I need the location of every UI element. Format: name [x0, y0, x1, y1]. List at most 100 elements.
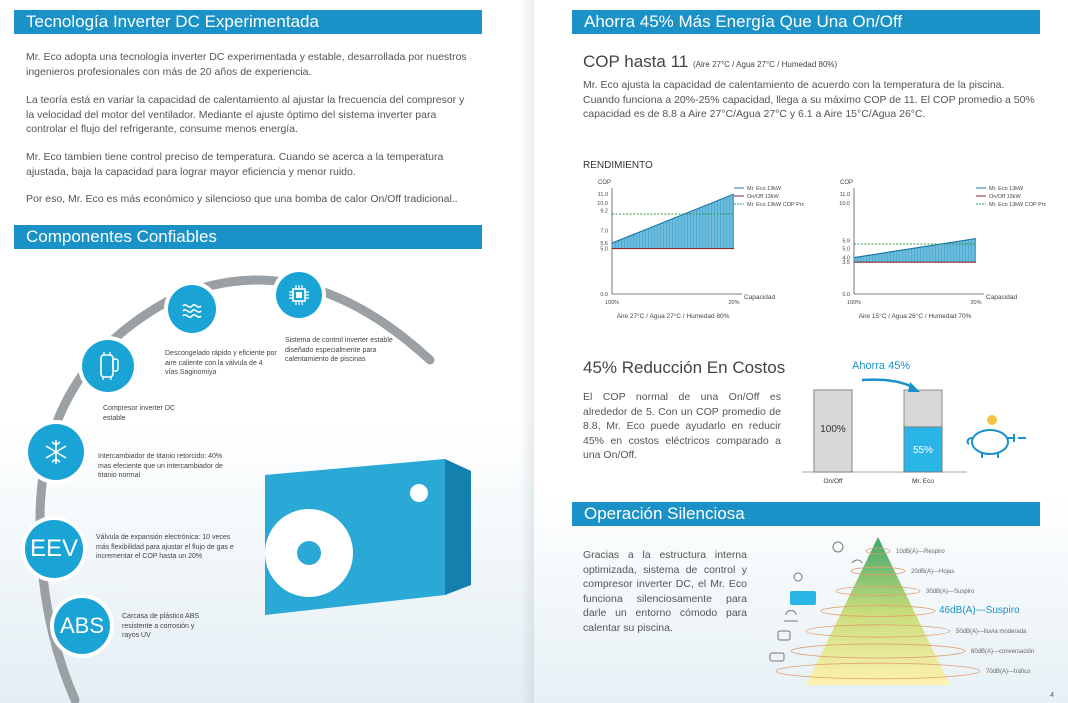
- fan-hub: [297, 541, 321, 565]
- noise-cone: 10dB(A)---Respiro 20dB(A)---Hojas 30dB(A)-…: [769, 537, 1034, 685]
- legend-label: On/Off 13kW: [747, 194, 779, 200]
- section-title-savings: Ahorra 45% Más Energía Que Una On/Off: [572, 10, 1040, 34]
- paragraph-3: Mr. Eco tambien tiene control preciso de…: [26, 151, 444, 178]
- y-tick-label: 9.2: [600, 208, 608, 214]
- y-axis-label: COP: [598, 180, 611, 186]
- noise-level-label: 30dB(A)---Suspiro: [926, 589, 975, 595]
- y-tick-label: 10.0: [597, 201, 608, 207]
- y-tick-label: 5.9: [842, 238, 850, 244]
- savings-area: [612, 194, 734, 249]
- legend-label: On/Off 13kW: [989, 194, 1021, 200]
- rain-icon: [784, 610, 798, 622]
- section-title-silent: Operación Silenciosa: [572, 502, 1040, 526]
- noise-level-label: 60dB(A)---conversación: [971, 649, 1034, 655]
- eev-circle: EEV: [25, 520, 83, 578]
- cop-title-conditions: (Aire 27°C / Agua 27°C / Humedad 80%): [692, 60, 838, 69]
- defrost-text: Descongelado rápido y eficiente por aire…: [165, 350, 277, 376]
- x-tick-label: 100%: [847, 300, 861, 306]
- chat-icon: [777, 630, 791, 641]
- x-tick-label: 20%: [728, 300, 739, 306]
- unit-side: [445, 459, 471, 595]
- noise-ring: [790, 643, 966, 659]
- noise-level-label: 70dB(A)---tráfico: [986, 669, 1031, 675]
- sigh-icon: [793, 572, 803, 582]
- silent-paragraph: Gracias a la estructura interna optimiza…: [583, 549, 747, 634]
- cop-paragraph: Mr. Eco ajusta la capacidad de calentami…: [583, 79, 1035, 120]
- compressor-circle: [82, 340, 134, 392]
- control-system-text: Sistema de control inverter estable dise…: [285, 337, 393, 363]
- bar-onoff: [813, 389, 853, 473]
- piggy-bank-icon: [966, 415, 1026, 458]
- y-tick-label: 0.0: [842, 292, 850, 298]
- noise-ring: [835, 586, 921, 597]
- eev-text: Válvula de expansión electrónica: 10 vec…: [96, 534, 234, 560]
- y-tick-label: 3.5: [842, 260, 850, 266]
- abs-circle: ABS: [54, 598, 110, 654]
- series-mr-eco-line: [853, 237, 977, 259]
- y-tick-label: 4.0: [842, 256, 850, 262]
- right-page: Ahorra 45% Más Energía Que Una On/Off CO…: [534, 0, 1068, 703]
- control-system-circle: [276, 272, 322, 318]
- unit-icon: [790, 591, 816, 605]
- cop-chart-2: COP Capacidad 0.0 3.54.0 5.0 5.9 10.0 11.0 100% 2…: [839, 180, 1046, 320]
- bar-mreco: [903, 426, 943, 473]
- y-tick-label: 10.0: [839, 201, 850, 207]
- y-axis-label: COP: [840, 180, 853, 186]
- y-tick-label: 11.0: [840, 192, 850, 198]
- page-number: 4: [1050, 692, 1054, 699]
- exchanger-text: Intercambiador de titanio retorcido: 40%…: [98, 453, 223, 479]
- noise-ring: [820, 605, 936, 617]
- savings-arrow: [861, 378, 915, 390]
- compressor-icon: [100, 352, 119, 380]
- paragraph-2: La teoría está en variar la capacidad de…: [26, 94, 465, 135]
- compressor-text: Compresor inverter DC estable: [103, 405, 175, 422]
- noise-level-label: 20dB(A)---Hojas: [911, 569, 954, 575]
- costs-paragraph: El COP normal de una On/Off es alrededor…: [583, 391, 781, 461]
- paragraph-4: Por eso, Mr. Eco es más económico y sile…: [26, 193, 458, 205]
- coil-icon: [182, 304, 202, 318]
- bar-category-label: On/Off: [823, 478, 842, 485]
- exchanger-circle: [28, 424, 84, 480]
- bar-data-label: 100%: [820, 424, 846, 435]
- chart-caption: Aire 27°C / Agua 27°C / Humedad 80%: [617, 312, 730, 320]
- ahorra-label: Ahorra 45%: [852, 360, 911, 372]
- legend-label: Mr. Eco 13kW COP Promedio: [989, 202, 1046, 208]
- heat-pump-unit: [265, 459, 471, 615]
- bar-category-label: Mr. Eco: [912, 478, 934, 485]
- x-tick-label: 100%: [605, 300, 619, 306]
- y-tick-label: 0.0: [600, 292, 608, 298]
- legend-label: Mr. Eco 13kW: [989, 186, 1024, 192]
- y-tick-label: 7.0: [600, 228, 608, 234]
- cop-title-main: COP hasta 11: [583, 52, 689, 71]
- costs-title: 45% Reducción En Costos: [583, 358, 786, 377]
- y-tick-label: 11.0: [598, 192, 608, 198]
- section-title-components: Componentes Confiables: [14, 225, 482, 249]
- snowflake-icon: [45, 440, 67, 464]
- paragraph-1: Mr. Eco adopta una tecnología inverter D…: [26, 51, 467, 78]
- noise-ring: [865, 547, 891, 555]
- savings-arrow-head: [908, 382, 920, 392]
- noise-level-label: 10dB(A)---Respiro: [896, 549, 945, 555]
- chip-icon: [289, 285, 309, 305]
- series-mr-eco-line: [611, 193, 735, 244]
- x-axis-label: Capacidad: [744, 294, 775, 301]
- chart-caption: Aire 15°C / Agua 26°C / Humedad 70%: [859, 312, 972, 320]
- abs-text: Carcasa de plástico ABS resistente a cor…: [122, 613, 200, 639]
- x-axis-label: Capacidad: [986, 294, 1017, 301]
- noise-ring: [775, 662, 981, 680]
- sun-coin: [987, 415, 997, 425]
- leaf-icon: [851, 559, 863, 564]
- noise-level-label: 46dB(A)---Suspiro: [939, 605, 1020, 616]
- noise-level-label: 50dB(A)---lluvia moderada: [956, 629, 1027, 635]
- section-title-inverter: Tecnología Inverter DC Experimentada: [14, 10, 482, 34]
- x-tick-label: 20%: [970, 300, 981, 306]
- y-tick-label: 5.0: [600, 247, 608, 253]
- noise-ring: [805, 624, 951, 638]
- rendimiento-label: RENDIMIENTO: [583, 160, 653, 171]
- cop-title: COP hasta 11 (Aire 27°C / Agua 27°C / Hu…: [583, 52, 837, 72]
- car-icon: [769, 652, 785, 662]
- cop-chart-1: COP Capacidad 0.0 5.05.6 7.0 9.210.0 11.0 100% 2…: [597, 180, 804, 320]
- defrost-circle: [168, 285, 216, 333]
- legend-label: Mr. Eco 13kW: [747, 186, 782, 192]
- legend-label: Mr. Eco 13kW COP Promedio: [747, 202, 804, 208]
